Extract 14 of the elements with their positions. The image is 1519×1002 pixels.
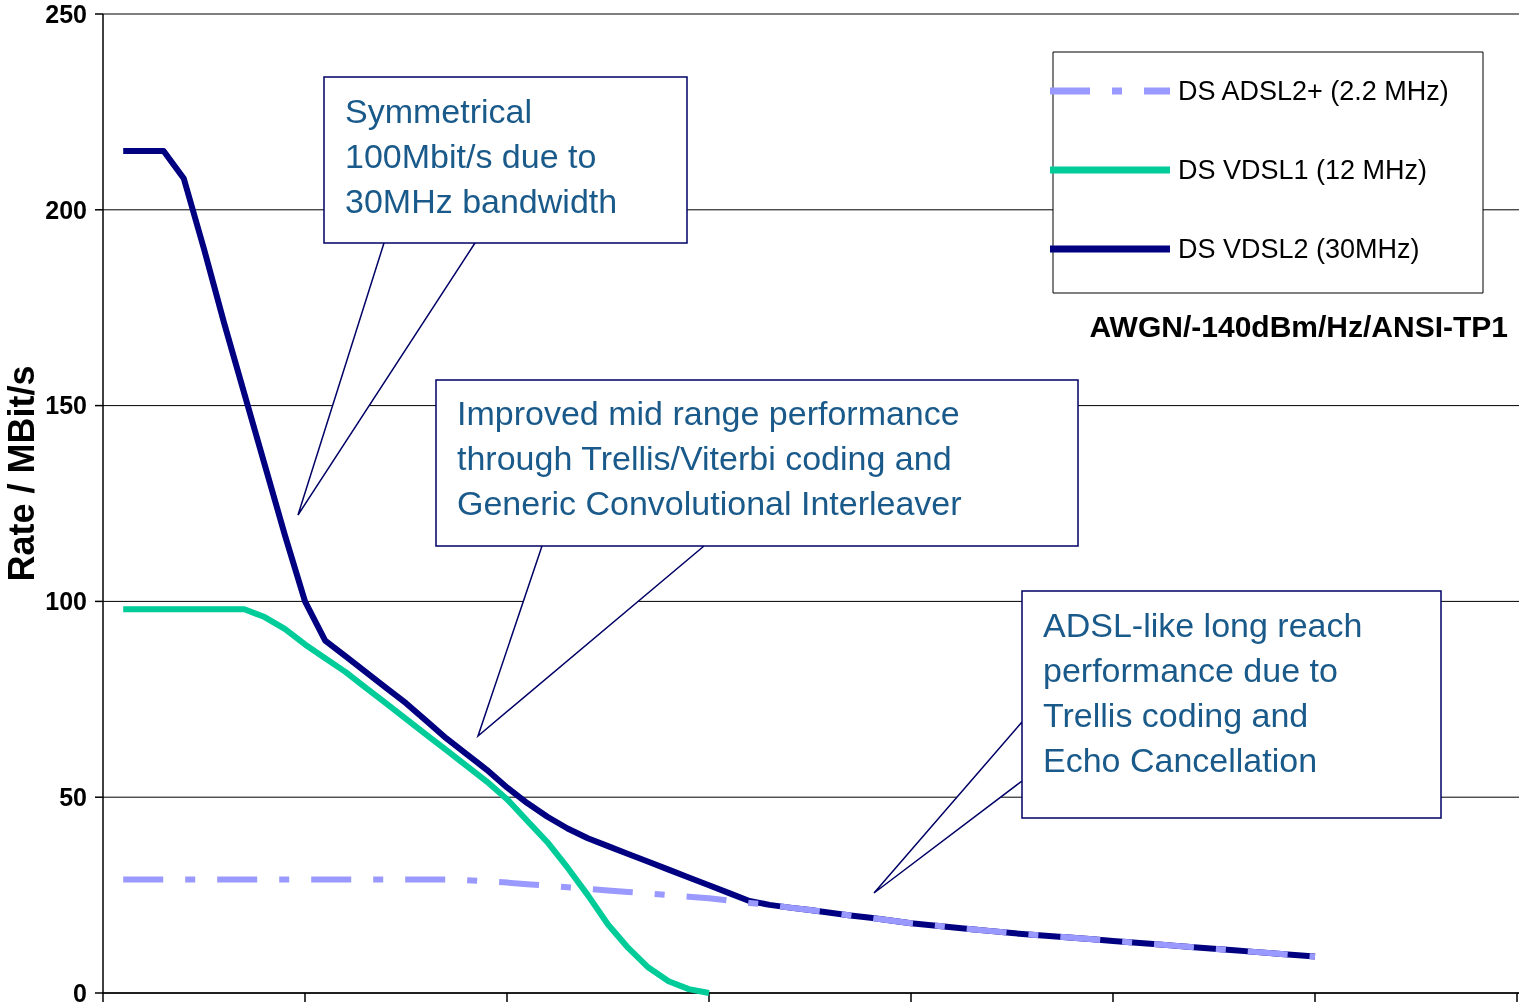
legend-label: DS ADSL2+ (2.2 MHz) xyxy=(1178,76,1449,107)
legend-label: DS VDSL1 (12 MHz) xyxy=(1178,155,1428,186)
y-tick-label: 250 xyxy=(45,0,87,28)
legend-label: DS VDSL2 (30MHz) xyxy=(1178,234,1420,265)
y-tick-label: 0 xyxy=(73,978,87,1002)
y-tick-label: 50 xyxy=(59,782,87,811)
y-tick-label: 100 xyxy=(45,587,87,616)
y-tick-label: 150 xyxy=(45,391,87,420)
annotation: AWGN/-140dBm/Hz/ANSI-TP1 xyxy=(1089,309,1508,343)
y-axis-title: Rate / MBit/s xyxy=(1,365,42,582)
y-tick-label: 200 xyxy=(45,195,87,224)
annotation: ADSL-like long reach performance due to Trellis coding and Echo Cancellation xyxy=(1043,605,1363,779)
annotation: Symmetrical 100Mbit/s due to 30MHz bandwidth xyxy=(345,91,618,220)
annotation: Improved mid range performance through Trellis/Viterbi coding and Generic Convolutional Interleaver xyxy=(457,393,962,522)
